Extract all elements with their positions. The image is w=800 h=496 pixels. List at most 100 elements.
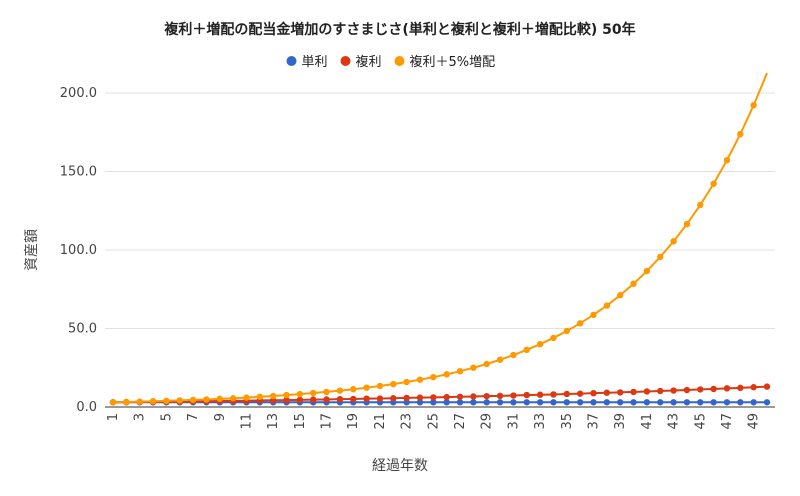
data-point	[283, 396, 290, 404]
data-point	[430, 394, 437, 401]
data-point	[269, 392, 277, 400]
x-tick-label: 15	[293, 413, 308, 430]
data-point	[536, 341, 544, 348]
legend-item[interactable]: 単利	[286, 54, 328, 70]
data-point	[390, 380, 397, 388]
x-tick-label: 41	[640, 413, 655, 430]
data-point	[683, 220, 691, 228]
data-point	[697, 201, 704, 209]
data-point	[590, 389, 597, 397]
legend-item[interactable]: 複利＋5%増配	[394, 54, 496, 70]
data-point	[523, 391, 530, 399]
data-point	[350, 386, 357, 393]
x-tick-label: 29	[480, 413, 495, 430]
data-point	[483, 360, 490, 368]
data-point	[243, 394, 250, 401]
legend: 単利 複利 複利＋5%増配	[286, 54, 496, 70]
gridlines	[105, 92, 775, 408]
data-point	[443, 371, 450, 378]
data-point	[376, 395, 384, 402]
data-point	[203, 396, 210, 403]
legend-marker	[286, 56, 297, 66]
data-point	[496, 392, 504, 400]
data-point	[296, 396, 304, 404]
data-point	[683, 386, 691, 394]
chart-title: 複利＋増配の配当金増加のすさまじさ(単利と複利と複利＋増配比較) 50年	[163, 21, 635, 38]
data-point	[483, 399, 490, 406]
y-axis-title: 資産額	[24, 229, 40, 271]
data-point	[310, 396, 317, 403]
data-point	[616, 389, 624, 396]
data-point	[697, 399, 704, 406]
x-tick-label: 39	[613, 413, 628, 430]
data-point	[550, 399, 557, 406]
x-axis-title: 経過年数	[372, 458, 428, 474]
x-tick-label: 25	[426, 413, 441, 430]
data-point	[470, 399, 477, 406]
data-point	[536, 399, 544, 406]
series-3	[109, 72, 768, 406]
data-point	[416, 399, 424, 406]
data-point	[523, 399, 530, 406]
data-point	[323, 388, 330, 396]
data-point	[603, 302, 611, 309]
data-point	[149, 397, 157, 405]
data-point	[630, 280, 637, 287]
x-tick-label: 31	[506, 413, 521, 430]
data-point	[630, 399, 637, 406]
data-point	[363, 395, 370, 402]
data-point	[603, 389, 611, 396]
data-point	[443, 399, 450, 406]
x-tick-label: 27	[453, 413, 468, 430]
data-point	[336, 395, 344, 403]
data-point	[163, 397, 170, 405]
data-point	[590, 311, 597, 319]
data-point	[723, 399, 731, 406]
data-point	[416, 376, 424, 383]
legend-item[interactable]: 複利	[340, 54, 382, 70]
y-tick-label: 50.0	[68, 322, 97, 337]
x-tick-label: 49	[747, 413, 762, 430]
data-point	[590, 399, 597, 406]
data-point	[403, 378, 410, 386]
data-point	[229, 395, 237, 402]
legend-marker	[394, 56, 405, 66]
x-tick-label: 23	[400, 413, 415, 430]
data-point	[216, 395, 223, 403]
x-tick-label: 17	[320, 413, 335, 430]
x-axis-ticks: 1 3 5 7 9 11 13 15 17 19 21 23 25 27 29 31 33 35 37 39 41 43 4…	[106, 413, 762, 430]
data-point	[603, 399, 611, 406]
data-point	[136, 398, 143, 405]
data-point	[390, 395, 397, 402]
legend-label: 複利	[356, 54, 382, 70]
data-point	[643, 388, 651, 395]
data-point	[643, 267, 651, 275]
x-tick-label: 7	[186, 413, 201, 421]
data-point	[523, 346, 530, 354]
x-tick-label: 3	[133, 413, 148, 421]
legend-label: 単利	[302, 54, 328, 70]
data-point	[683, 399, 691, 406]
x-tick-label: 37	[586, 413, 601, 430]
data-point	[510, 399, 517, 406]
legend-label: 複利＋5%増配	[410, 54, 496, 70]
series-2	[109, 383, 771, 406]
data-point	[416, 394, 424, 401]
x-tick-label: 45	[693, 413, 708, 430]
data-point	[750, 399, 757, 406]
data-point	[763, 399, 771, 406]
data-point	[657, 253, 664, 261]
data-point	[550, 391, 557, 398]
y-tick-label: 100.0	[60, 243, 97, 258]
data-point	[616, 399, 624, 406]
data-point	[697, 386, 704, 393]
data-point	[456, 368, 464, 375]
x-tick-label: 19	[346, 413, 361, 430]
data-point	[737, 399, 744, 406]
data-point	[737, 384, 744, 392]
data-point	[510, 392, 517, 399]
data-point	[737, 130, 744, 138]
x-tick-label: 47	[720, 413, 735, 430]
